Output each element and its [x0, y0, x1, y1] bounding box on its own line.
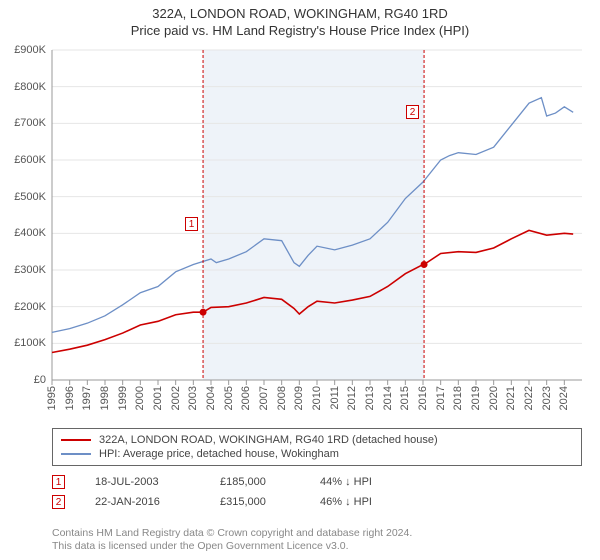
x-tick-label: 2004	[205, 386, 217, 410]
x-tick-label: 1999	[117, 386, 129, 410]
legend: 322A, LONDON ROAD, WOKINGHAM, RG40 1RD (…	[52, 428, 582, 466]
legend-swatch	[61, 453, 91, 455]
title-block: 322A, LONDON ROAD, WOKINGHAM, RG40 1RD P…	[0, 0, 600, 38]
legend-swatch	[61, 439, 91, 441]
chart-svg	[52, 50, 582, 380]
y-tick-label: £100K	[14, 337, 46, 349]
legend-label: HPI: Average price, detached house, Woki…	[99, 448, 339, 460]
y-tick-label: £0	[34, 374, 46, 386]
page-root: 322A, LONDON ROAD, WOKINGHAM, RG40 1RD P…	[0, 0, 600, 560]
x-tick-label: 2017	[435, 386, 447, 410]
sale-date: 18-JUL-2003	[95, 476, 190, 488]
sale-pct: 44% ↓ HPI	[320, 476, 430, 488]
x-tick-label: 2010	[311, 386, 323, 410]
title-subtitle: Price paid vs. HM Land Registry's House …	[0, 23, 600, 38]
sale-row: 2 22-JAN-2016 £315,000 46% ↓ HPI	[52, 492, 582, 512]
sale-marker-1: 1	[185, 217, 198, 231]
y-tick-label: £500K	[14, 191, 46, 203]
footer: Contains HM Land Registry data © Crown c…	[52, 527, 582, 554]
x-tick-label: 2015	[399, 386, 411, 410]
x-tick-label: 2005	[223, 386, 235, 410]
y-tick-label: £800K	[14, 81, 46, 93]
sale-marker-2: 2	[406, 105, 419, 119]
x-tick-label: 2001	[152, 386, 164, 410]
x-tick-label: 2023	[541, 386, 553, 410]
y-tick-label: £600K	[14, 154, 46, 166]
y-tick-label: £200K	[14, 301, 46, 313]
y-tick-label: £400K	[14, 227, 46, 239]
x-tick-label: 2006	[240, 386, 252, 410]
sales-table: 1 18-JUL-2003 £185,000 44% ↓ HPI 2 22-JAN-201…	[52, 472, 582, 512]
sale-idx: 1	[52, 475, 65, 489]
sale-price: £185,000	[220, 476, 290, 488]
legend-row: 322A, LONDON ROAD, WOKINGHAM, RG40 1RD (…	[61, 433, 573, 447]
x-tick-label: 2018	[452, 386, 464, 410]
y-tick-label: £300K	[14, 264, 46, 276]
x-tick-label: 2013	[364, 386, 376, 410]
title-address: 322A, LONDON ROAD, WOKINGHAM, RG40 1RD	[0, 6, 600, 21]
chart-area: £0£100K£200K£300K£400K£500K£600K£700K£80…	[52, 50, 582, 380]
sale-date: 22-JAN-2016	[95, 496, 190, 508]
legend-row: HPI: Average price, detached house, Woki…	[61, 447, 573, 461]
x-tick-label: 2008	[276, 386, 288, 410]
x-tick-label: 2024	[558, 386, 570, 410]
x-tick-label: 2022	[523, 386, 535, 410]
x-tick-label: 2009	[293, 386, 305, 410]
x-tick-label: 2014	[382, 386, 394, 410]
y-tick-label: £900K	[14, 44, 46, 56]
legend-label: 322A, LONDON ROAD, WOKINGHAM, RG40 1RD (…	[99, 434, 438, 446]
x-tick-label: 2016	[417, 386, 429, 410]
x-tick-label: 1997	[81, 386, 93, 410]
sale-row: 1 18-JUL-2003 £185,000 44% ↓ HPI	[52, 472, 582, 492]
footer-line1: Contains HM Land Registry data © Crown c…	[52, 527, 582, 541]
x-tick-label: 2003	[187, 386, 199, 410]
x-tick-label: 2020	[488, 386, 500, 410]
x-tick-label: 2011	[329, 386, 341, 410]
x-tick-label: 1998	[99, 386, 111, 410]
sale-pct: 46% ↓ HPI	[320, 496, 430, 508]
sale-idx: 2	[52, 495, 65, 509]
x-tick-label: 2002	[170, 386, 182, 410]
x-tick-label: 2000	[134, 386, 146, 410]
footer-line2: This data is licensed under the Open Gov…	[52, 540, 582, 554]
x-tick-label: 1996	[64, 386, 76, 410]
y-tick-label: £700K	[14, 117, 46, 129]
x-tick-label: 2019	[470, 386, 482, 410]
x-tick-label: 2021	[505, 386, 517, 410]
x-tick-label: 2012	[346, 386, 358, 410]
x-tick-label: 2007	[258, 386, 270, 410]
sale-price: £315,000	[220, 496, 290, 508]
x-tick-label: 1995	[46, 386, 58, 410]
